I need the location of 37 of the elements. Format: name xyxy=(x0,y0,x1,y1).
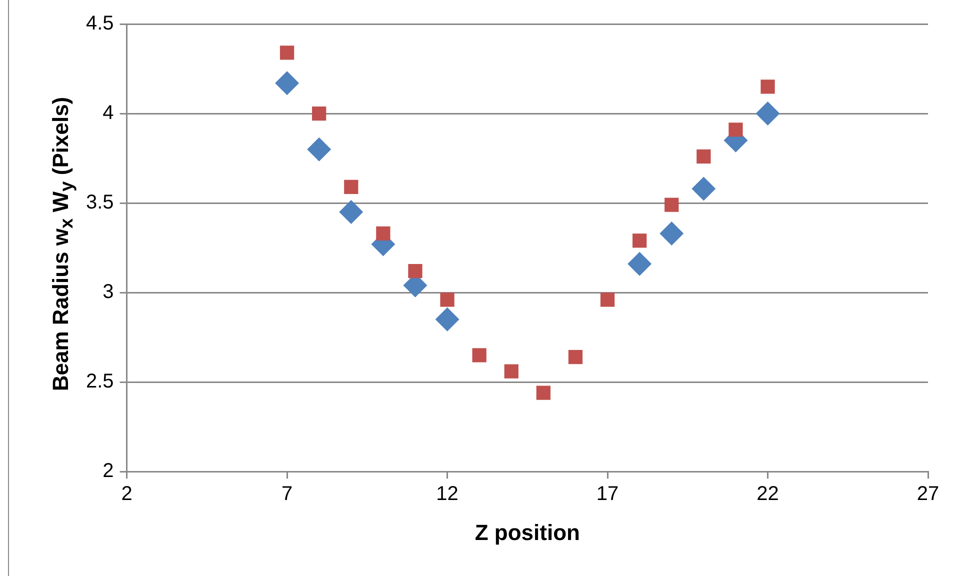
point xyxy=(275,71,300,96)
y-tick-label: 4 xyxy=(102,102,114,124)
point xyxy=(307,137,332,162)
point xyxy=(600,292,615,307)
point xyxy=(632,234,647,248)
x-tick-label: 17 xyxy=(596,483,619,506)
point xyxy=(344,180,358,194)
point xyxy=(280,46,294,60)
x-tick-label: 27 xyxy=(916,483,940,506)
point xyxy=(628,252,652,276)
x-tick-label: 12 xyxy=(436,483,458,506)
point xyxy=(660,221,684,246)
y-tick-label: 2 xyxy=(102,460,114,482)
point xyxy=(664,198,679,212)
point xyxy=(696,149,711,164)
point xyxy=(312,106,326,121)
y-tick-label: 2.5 xyxy=(86,370,114,393)
point xyxy=(536,386,550,400)
point xyxy=(472,348,486,362)
point xyxy=(756,102,780,126)
point xyxy=(408,264,422,278)
y-tick-label: 3 xyxy=(102,281,114,304)
point xyxy=(568,350,583,364)
x-tick-label: 2 xyxy=(121,483,132,506)
point xyxy=(760,80,775,94)
x-tick-label: 22 xyxy=(756,483,779,506)
point xyxy=(339,200,364,224)
point xyxy=(728,122,743,137)
x-axis-title: Z position xyxy=(474,520,580,545)
x-tick-label: 7 xyxy=(281,483,293,506)
y-tick-label: 3.5 xyxy=(86,192,114,214)
point xyxy=(692,176,716,201)
point xyxy=(376,226,390,241)
point xyxy=(504,364,518,378)
y-tick-label: 4.5 xyxy=(86,12,114,35)
point xyxy=(440,292,454,307)
point xyxy=(435,307,460,332)
